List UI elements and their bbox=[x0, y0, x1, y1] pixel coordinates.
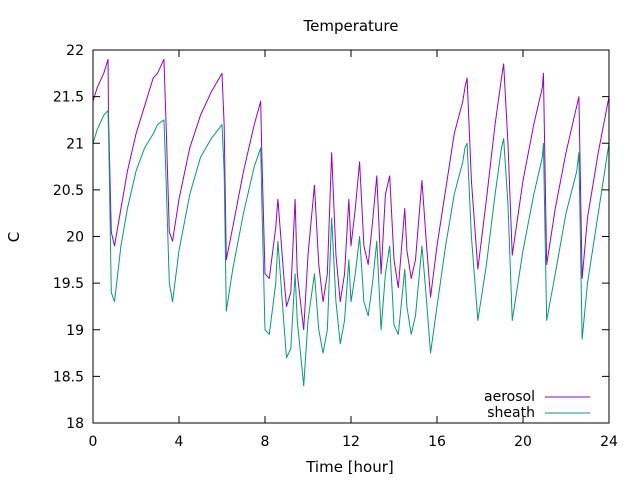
y-tick-label: 18.5 bbox=[53, 369, 84, 385]
y-tick-label: 21 bbox=[66, 136, 84, 152]
y-axis-label: C bbox=[5, 232, 23, 242]
x-tick-label: 16 bbox=[428, 434, 446, 450]
y-tick-label: 20.5 bbox=[53, 183, 84, 199]
x-tick-label: 12 bbox=[342, 434, 360, 450]
series-line-aerosol bbox=[92, 58, 610, 331]
legend-label-sheath: sheath bbox=[487, 405, 535, 421]
x-tick-label: 4 bbox=[175, 434, 184, 450]
legend: aerosol sheath bbox=[484, 389, 590, 421]
x-tick-label: 0 bbox=[89, 434, 98, 450]
y-tick-label: 21.5 bbox=[53, 90, 84, 106]
y-tick-label: 18 bbox=[66, 416, 84, 432]
x-tick-label: 20 bbox=[514, 434, 532, 450]
series-layer bbox=[92, 58, 610, 387]
series-line-sheath bbox=[92, 110, 610, 387]
legend-label-aerosol: aerosol bbox=[484, 389, 535, 405]
y-tick-label: 19 bbox=[66, 323, 84, 339]
y-tick-label: 19.5 bbox=[53, 276, 84, 292]
x-tick-label: 24 bbox=[600, 434, 618, 450]
x-tick-label: 8 bbox=[261, 434, 270, 450]
chart-title: Temperature bbox=[302, 17, 398, 35]
y-tick-label: 22 bbox=[66, 43, 84, 59]
y-tick-label: 20 bbox=[66, 230, 84, 246]
x-axis-label: Time [hour] bbox=[305, 458, 394, 476]
ticks-layer: 0 4 8 12 16 20 24 18 18.5 19 19.5 20 20.5 21 21.5 22 bbox=[53, 43, 618, 450]
